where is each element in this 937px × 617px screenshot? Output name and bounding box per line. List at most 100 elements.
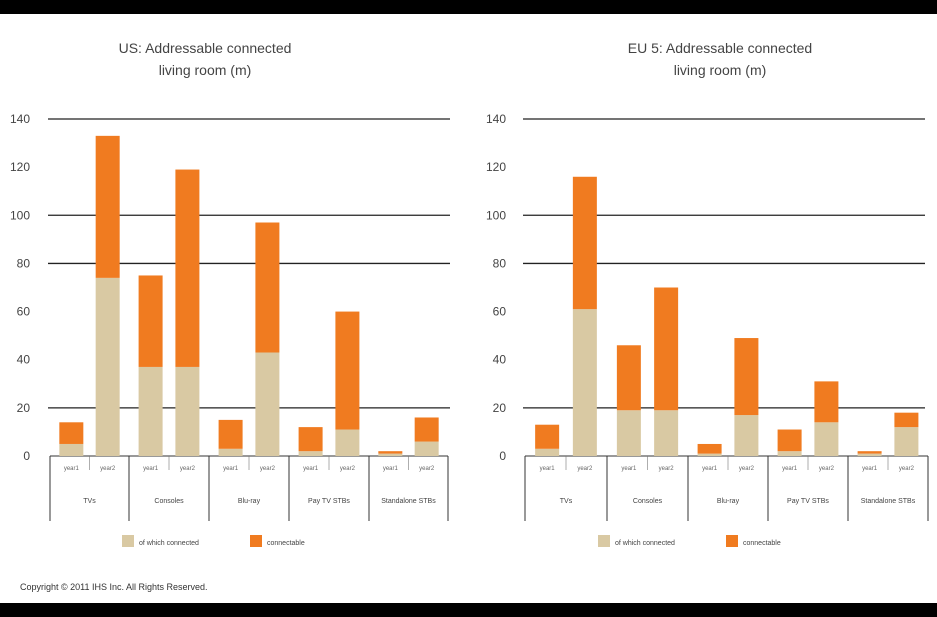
bar-connectable: [616, 345, 641, 411]
bar-year-label: year2: [180, 466, 196, 472]
category-label: TVs: [83, 498, 96, 505]
legend-label-connectable: connectable: [267, 540, 305, 547]
y-tick-label: 40: [493, 353, 507, 367]
y-tick-label: 20: [17, 401, 31, 415]
bar-year-label: year2: [899, 466, 915, 472]
bar-year-label: year2: [260, 466, 276, 472]
bar-year-label: year2: [340, 466, 356, 472]
category-label: Standalone STBs: [381, 498, 436, 505]
bar-connected: [255, 352, 280, 456]
bar-connectable: [814, 381, 839, 423]
chart-title-line2: living room (m): [159, 62, 252, 78]
chart-title-line1: US: Addressable connected: [119, 40, 292, 56]
bar-year-label: year1: [702, 466, 718, 472]
bar-connected: [777, 451, 802, 456]
bar-year-label: year1: [862, 466, 878, 472]
legend-label-connected: of which connected: [139, 540, 199, 547]
bar-connected: [298, 451, 323, 456]
bar-year-label: year1: [782, 466, 798, 472]
bar-connectable: [298, 427, 323, 452]
top-black-bar: [0, 0, 937, 14]
bar-year-label: year1: [223, 466, 239, 472]
bar-connectable: [255, 222, 280, 353]
y-tick-label: 120: [486, 160, 506, 174]
bar-connected: [59, 443, 84, 456]
bar-connectable: [654, 287, 679, 411]
y-tick-label: 60: [17, 305, 31, 319]
legend-swatch-connected: [122, 535, 134, 547]
bar-connected: [814, 422, 839, 456]
bar-connected: [414, 441, 439, 456]
bar-connectable: [857, 451, 882, 454]
category-label: Pay TV STBs: [787, 498, 829, 505]
bar-connectable: [414, 417, 439, 442]
legend-label-connectable: connectable: [743, 540, 781, 547]
y-tick-label: 100: [10, 208, 30, 222]
y-tick-label: 60: [493, 305, 507, 319]
bar-year-label: year1: [303, 466, 319, 472]
bar-connected: [175, 366, 200, 456]
bottom-black-bar: [0, 603, 937, 617]
bar-connected: [138, 366, 163, 456]
category-label: Pay TV STBs: [308, 498, 350, 505]
chart-title-line2: living room (m): [674, 62, 767, 78]
bar-connected: [734, 415, 759, 456]
bar-connected: [894, 427, 919, 456]
bar-connected: [572, 309, 597, 456]
bar-year-label: year2: [739, 466, 755, 472]
category-label: Standalone STBs: [861, 498, 916, 505]
legend-label-connected: of which connected: [615, 540, 675, 547]
legend-swatch-connected: [598, 535, 610, 547]
y-tick-label: 120: [10, 160, 30, 174]
copyright-text: Copyright © 2011 IHS Inc. All Rights Res…: [20, 582, 208, 592]
bar-connected: [654, 410, 679, 456]
bar-connectable: [777, 429, 802, 452]
bar-connected: [218, 448, 243, 456]
bar-connectable: [175, 169, 200, 367]
bar-connectable: [95, 135, 120, 278]
bar-year-label: year1: [621, 466, 637, 472]
bar-year-label: year2: [819, 466, 835, 472]
bar-year-label: year2: [419, 466, 435, 472]
chart-title-line1: EU 5: Addressable connected: [628, 40, 812, 56]
category-label: Blu-ray: [238, 498, 261, 505]
bar-year-label: year1: [143, 466, 159, 472]
y-tick-label: 20: [493, 401, 507, 415]
bar-year-label: year2: [100, 466, 116, 472]
y-tick-label: 80: [17, 256, 31, 270]
bar-connectable: [734, 338, 759, 416]
y-tick-label: 140: [10, 112, 30, 126]
bar-connected: [378, 453, 403, 456]
category-label: Blu-ray: [717, 498, 740, 505]
bar-connected: [857, 453, 882, 456]
bar-year-label: year1: [64, 466, 80, 472]
bar-connectable: [572, 176, 597, 310]
bar-connectable: [59, 422, 84, 444]
bar-year-label: year1: [383, 466, 399, 472]
bar-connectable: [697, 443, 722, 454]
category-label: Consoles: [633, 498, 663, 505]
legend-swatch-connectable: [726, 535, 738, 547]
bar-connectable: [378, 451, 403, 454]
y-tick-label: 100: [486, 208, 506, 222]
bar-connectable: [218, 419, 243, 449]
y-tick-label: 40: [17, 353, 31, 367]
bar-connectable: [894, 412, 919, 428]
bar-connected: [335, 429, 360, 456]
bar-connected: [616, 410, 641, 456]
bar-year-label: year1: [540, 466, 556, 472]
y-tick-label: 0: [499, 449, 506, 463]
legend-swatch-connectable: [250, 535, 262, 547]
bar-connected: [95, 277, 120, 456]
category-label: TVs: [560, 498, 573, 505]
bar-connected: [535, 448, 560, 456]
y-tick-label: 80: [493, 256, 507, 270]
bar-connectable: [138, 275, 163, 367]
bar-connected: [697, 453, 722, 456]
charts-canvas: US: Addressable connected living room (m)…: [10, 40, 929, 547]
bar-connectable: [335, 311, 360, 430]
bar-connectable: [535, 424, 560, 449]
y-tick-label: 140: [486, 112, 506, 126]
y-tick-label: 0: [23, 449, 30, 463]
bar-year-label: year2: [659, 466, 675, 472]
